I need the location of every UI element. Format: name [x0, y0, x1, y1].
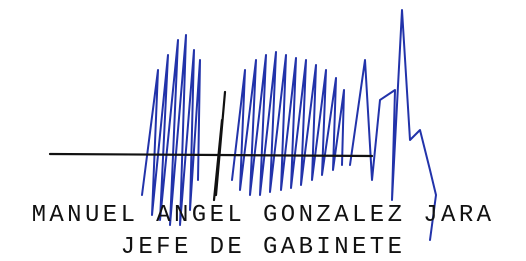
signature-loops-middle	[232, 52, 344, 195]
signer-position: JEFE DE GABINETE	[0, 236, 526, 260]
page: MANUEL ANGEL GONZALEZ JARA JEFE DE GABIN…	[0, 0, 526, 261]
signature-loops-left	[142, 35, 200, 225]
signature-cross-stroke	[214, 92, 225, 200]
signer-name: MANUEL ANGEL GONZALEZ JARA	[0, 204, 526, 228]
